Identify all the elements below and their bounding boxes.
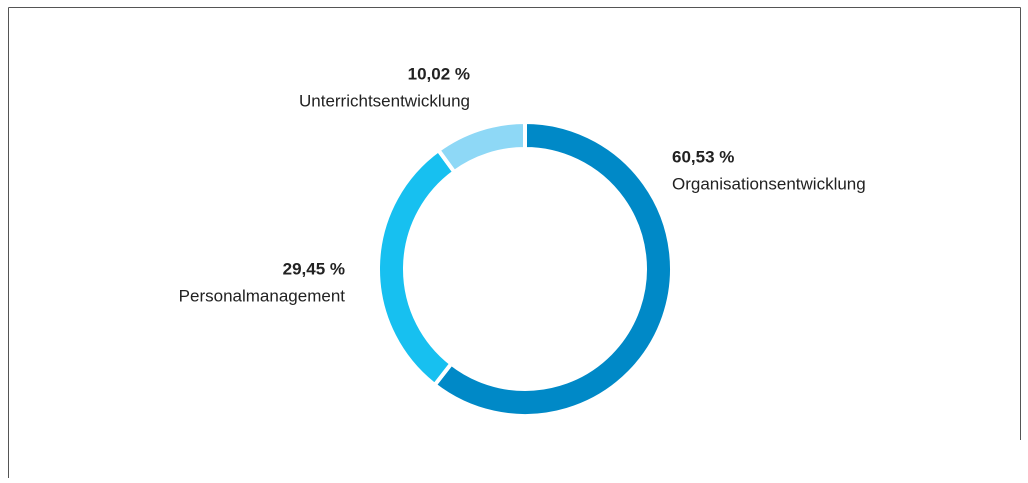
donut-slice bbox=[435, 119, 527, 175]
value-label: 29,45 % bbox=[283, 259, 345, 278]
category-label: Unterrichtsentwicklung bbox=[299, 91, 470, 110]
category-label: Personalmanagement bbox=[179, 286, 346, 305]
donut-slice bbox=[431, 119, 674, 418]
value-label: 60,53 % bbox=[672, 147, 734, 166]
category-label: Organisationsentwicklung bbox=[672, 174, 866, 193]
donut-slice bbox=[376, 147, 458, 388]
value-label: 10,02 % bbox=[408, 64, 470, 83]
